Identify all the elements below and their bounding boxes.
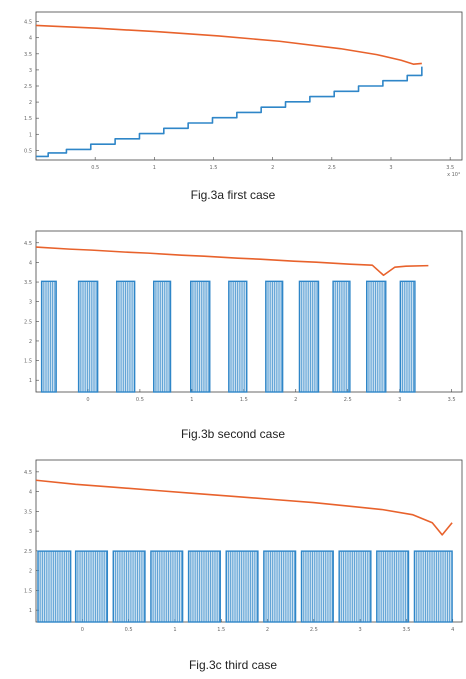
x-tick-label: 2 [266, 627, 269, 633]
y-tick-label: 4 [29, 490, 32, 496]
x-tick-label: 0.5 [125, 627, 133, 633]
x-tick-label: 0.5 [91, 165, 99, 171]
pulse-bar [77, 280, 99, 393]
chart-panel-b: 0 0.5 1 1.5 2 2.5 3 3.5 4.5 4 3.5 3 2.5 2 1.5 1 [0, 225, 466, 415]
x-tick-label: 3 [389, 165, 392, 171]
x-tick-label: 4 [451, 627, 454, 633]
x-tick-label: 1.5 [240, 397, 248, 403]
x-tick-label: 2.5 [344, 397, 352, 403]
caption-b: Fig.3b second case [180, 427, 286, 441]
x-tick-label: 0 [86, 397, 89, 403]
x-tick-label: 2 [271, 165, 274, 171]
y-tick-label: 4.5 [24, 470, 32, 476]
x-exponent-label: x 10⁴ [447, 172, 460, 178]
x-tick-label: 3 [359, 627, 362, 633]
y-tick-label: 1 [29, 132, 32, 138]
x-tick-label: 0.5 [136, 397, 144, 403]
y-tick-label: 4.5 [24, 241, 32, 247]
y-tick-label: 3 [29, 68, 32, 74]
pulse-bar [190, 280, 211, 393]
x-tick-label: 3.5 [448, 397, 456, 403]
chart-panel-a: 0.5 1 1.5 2 2.5 3 3.5 x 10⁴ 4.5 4 3.5 3 2.5 2 1.5 1 0.5 [0, 0, 466, 180]
y-tick-label: 2.5 [24, 84, 32, 90]
pulse-bar [298, 280, 320, 393]
x-tick-label: 1.5 [217, 627, 225, 633]
y-tick-label: 4.5 [24, 20, 32, 26]
y-tick-label: 4 [29, 260, 32, 266]
y-tick-label: 4 [29, 36, 32, 42]
plot-frame [35, 230, 463, 393]
y-tick-label: 1 [29, 608, 32, 614]
y-tick-label: 3.5 [24, 509, 32, 515]
chart-c: 0 0.5 1 1.5 2 2.5 3 3.5 4 4.5 4 3.5 3 2.5 2 1.5 1 [24, 459, 463, 633]
pulse-bar [366, 280, 387, 393]
series-line [35, 24, 422, 65]
pulse-bar [37, 550, 72, 623]
y-tick-label: 2 [29, 569, 32, 575]
y-tick-label: 0.5 [24, 148, 32, 154]
y-tick-label: 3.5 [24, 52, 32, 58]
y-tick-label: 1.5 [24, 116, 32, 122]
pulse-bar [413, 550, 453, 623]
caption-c: Fig.3c third case [188, 658, 278, 672]
x-tick-label: 2 [294, 397, 297, 403]
y-tick-label: 2.5 [24, 319, 32, 325]
y-tick-label: 3.5 [24, 280, 32, 286]
series-line [35, 479, 453, 536]
y-tick-label: 3 [29, 529, 32, 535]
plot-frame [35, 11, 463, 161]
y-tick-label: 1.5 [24, 359, 32, 365]
series-line [35, 246, 429, 277]
chart-b: 0 0.5 1 1.5 2 2.5 3 3.5 4.5 4 3.5 3 2.5 2 1.5 1 [24, 230, 463, 403]
x-tick-label: 1 [153, 165, 156, 171]
staircase-series-line [36, 66, 423, 158]
y-tick-label: 2 [29, 339, 32, 345]
pulse-series [40, 280, 416, 393]
pulse-series [37, 550, 453, 623]
y-tick-label: 1.5 [24, 588, 32, 594]
x-tick-label: 2.5 [328, 165, 336, 171]
y-tick-label: 3 [29, 300, 32, 306]
x-tick-label: 3.5 [446, 165, 454, 171]
x-tick-label: 0 [81, 627, 84, 633]
x-tick-label: 1 [190, 397, 193, 403]
y-tick-label: 2 [29, 100, 32, 106]
caption-a: Fig.3a first case [190, 188, 276, 202]
x-tick-label: 1 [173, 627, 176, 633]
x-tick-label: 3.5 [402, 627, 410, 633]
x-tick-label: 2.5 [310, 627, 318, 633]
y-tick-label: 1 [29, 378, 32, 384]
y-tick-label: 2.5 [24, 549, 32, 555]
chart-panel-c: 0 0.5 1 1.5 2 2.5 3 3.5 4 4.5 4 3.5 3 2.5 2 1.5 1 [0, 454, 466, 644]
x-tick-label: 1.5 [210, 165, 218, 171]
x-tick-label: 3 [398, 397, 401, 403]
